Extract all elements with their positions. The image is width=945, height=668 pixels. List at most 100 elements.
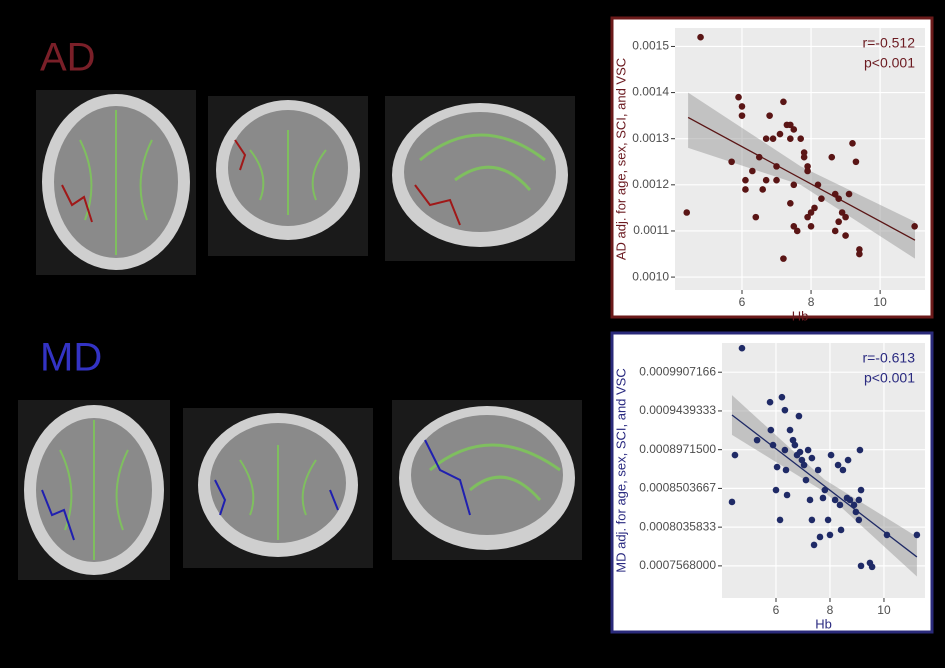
point [816,533,824,541]
point [789,436,797,444]
point [742,186,749,193]
point [797,135,804,143]
point [738,103,746,110]
point [826,531,834,539]
point [808,516,816,524]
point [911,223,918,230]
point [778,393,786,401]
point [731,451,739,459]
point [787,135,794,143]
point [856,246,863,253]
point [855,516,863,524]
point [856,250,863,258]
x-tick-label: 10 [873,295,887,309]
y-tick-label: 0.0014 [632,85,669,99]
point [852,508,860,516]
point [766,112,773,119]
annotation: r=-0.512 [862,35,915,51]
point [790,223,798,230]
y-tick-label: 0.0009439333 [639,403,716,417]
fit-line [731,414,918,558]
brain-images [18,90,582,580]
point [766,398,774,406]
point [818,195,825,202]
x-tick-label: 6 [773,603,780,617]
y-tick-label: 0.0008971500 [639,442,716,456]
brain-coronal [183,408,373,568]
point [683,209,691,216]
point [913,531,921,539]
point [849,140,856,147]
point [781,406,789,414]
point [855,496,863,504]
point [790,126,798,133]
y-tick-label: 0.0015 [632,39,669,53]
point [795,412,803,420]
point [798,456,806,464]
point [857,486,865,494]
point [793,227,801,235]
point [868,563,876,571]
point [782,466,790,474]
point [800,149,808,156]
point [780,255,787,262]
point [753,436,761,444]
point [787,121,794,129]
point [821,486,829,494]
annotation: p<0.001 [864,55,915,71]
point [773,176,780,184]
point [752,213,760,221]
point [728,498,736,506]
x-axis-label: Hb [815,616,832,631]
fit-line [687,116,916,241]
y-tick-label: 0.0011 [633,223,669,237]
point [835,218,842,226]
point [791,441,799,449]
point [811,204,818,212]
x-tick-label: 6 [739,295,746,309]
annotation: p<0.001 [864,370,915,386]
point [807,223,815,230]
y-tick-label: 0.0008503667 [639,481,716,495]
y-tick-label: 0.0009907166 [639,364,716,378]
annotation: r=-0.613 [862,350,915,366]
brain-sagittal [385,96,575,261]
point [749,167,756,175]
point [697,33,704,41]
point [762,176,770,184]
point [804,446,812,454]
brain-coronal [208,96,368,256]
x-axis-label: Hb [792,308,809,323]
point [828,153,836,161]
point [842,232,849,239]
point [759,186,767,193]
point [846,496,854,504]
point [814,466,822,474]
point [802,476,810,484]
brain-axial [18,400,170,580]
point [819,494,827,502]
point [796,448,804,456]
point [842,213,849,221]
point [827,451,835,459]
point [783,491,791,499]
point [852,158,860,166]
panel-label: MD [40,336,102,380]
point [790,181,798,189]
point [831,227,839,235]
y-axis-label: MD adj. for age, sex, SCI, and VSC [613,368,628,572]
point [780,98,787,106]
point [769,441,777,449]
point [834,461,842,469]
point [807,209,815,216]
point [776,130,784,138]
point [787,199,794,207]
y-tick-label: 0.0007568000 [639,558,716,572]
point [838,209,846,216]
point [800,153,808,161]
point [735,93,742,101]
point [772,486,780,494]
y-tick-label: 0.0012 [632,177,669,191]
point [810,541,818,549]
